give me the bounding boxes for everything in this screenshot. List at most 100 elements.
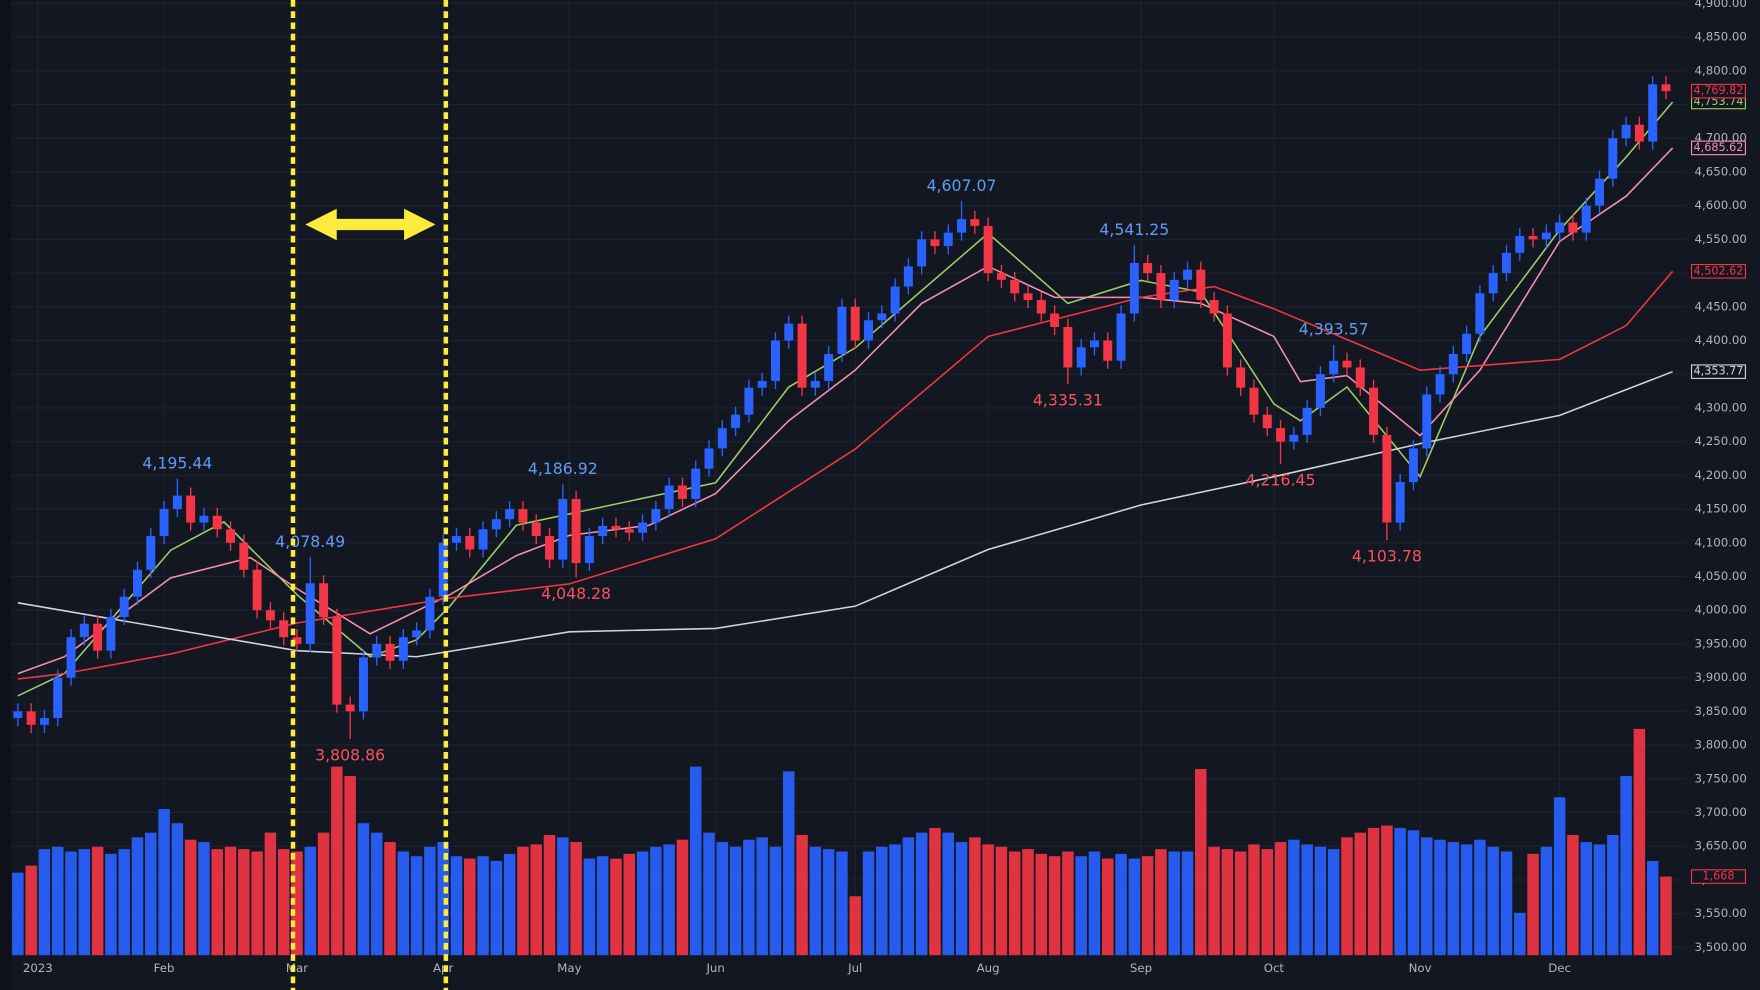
candle-body: [1501, 252, 1511, 274]
volume-bar: [676, 839, 689, 956]
candle-body: [1023, 293, 1033, 301]
volume-bar: [663, 844, 675, 956]
candle-body: [784, 323, 794, 341]
volume-bar: [1168, 851, 1180, 956]
candle-body: [1462, 333, 1472, 354]
candle-body: [372, 643, 382, 658]
volume-bar: [929, 827, 941, 956]
axis-layer: 3,500.003,550.003,600.003,650.003,700.00…: [23, 0, 1747, 975]
x-tick-label: Feb: [154, 961, 175, 975]
volume-bar: [1434, 839, 1446, 956]
volume-bar: [304, 846, 317, 956]
price-last-tag: 4,769.82: [1693, 84, 1743, 97]
y-tick-label: 3,650.00: [1695, 839, 1747, 853]
candle-body: [13, 711, 23, 719]
candle-body: [438, 542, 448, 597]
candle-body: [638, 522, 648, 533]
volume-bar: [1155, 849, 1167, 956]
volume-bar: [822, 849, 835, 956]
y-tick-label: 4,900.00: [1695, 0, 1747, 10]
volume-bar: [543, 834, 556, 956]
volume-bar: [636, 851, 649, 956]
volume-bar: [650, 846, 662, 956]
candle-body: [319, 583, 329, 617]
volume-bar: [1447, 842, 1460, 956]
volume-bar: [12, 872, 24, 956]
candle-body: [491, 519, 501, 530]
candle-body: [624, 529, 634, 533]
candle-body: [770, 340, 780, 381]
volume-bar: [1075, 856, 1087, 956]
y-tick-label: 4,200.00: [1695, 468, 1747, 482]
extreme-label: 4,607.07: [927, 176, 997, 195]
volume-bar: [769, 846, 782, 956]
y-tick-label: 4,850.00: [1695, 30, 1747, 44]
candle-body: [79, 623, 89, 638]
candle-body: [545, 536, 555, 560]
x-tick-label: Aug: [977, 961, 1000, 975]
candle-body: [850, 306, 860, 341]
candle-body: [744, 387, 754, 415]
ma-last-tag: 4,353.77: [1693, 365, 1743, 378]
x-tick-label: May: [557, 961, 581, 975]
volume-bar: [251, 851, 263, 956]
highlight-layer: [290, 0, 449, 990]
volume-bar: [596, 856, 609, 956]
volume-bar: [743, 839, 755, 956]
volume-bar: [610, 858, 622, 956]
volume-bar: [1633, 728, 1646, 956]
candle-body: [531, 522, 541, 537]
moving-average-line: [17, 370, 1673, 658]
candle-body: [890, 286, 900, 314]
volume-bar: [38, 849, 51, 956]
volume-bar: [477, 856, 489, 956]
volume-bar: [902, 837, 915, 956]
volume-bar: [1301, 844, 1313, 956]
candle-body: [133, 569, 142, 597]
candle-body: [1515, 235, 1525, 253]
volume-bar: [1048, 856, 1061, 956]
volume-bar: [703, 832, 715, 956]
price-last-tag-box: [1690, 83, 1746, 99]
candle-body: [1209, 300, 1219, 314]
volume-bar: [503, 853, 516, 956]
volume-bar: [224, 846, 237, 956]
candle-body: [239, 542, 249, 570]
y-tick-label: 4,600.00: [1695, 198, 1747, 212]
volume-bar: [849, 896, 861, 956]
volume-bar: [982, 844, 994, 956]
volume-bar: [490, 860, 503, 956]
candle-body: [864, 320, 873, 341]
y-tick-label: 3,500.00: [1695, 940, 1747, 954]
extreme-label: 4,078.49: [275, 532, 345, 551]
candle-body: [106, 616, 116, 651]
candle-body: [1621, 124, 1631, 139]
candle-body: [1369, 387, 1379, 435]
volume-bar: [1593, 844, 1606, 956]
ma-last-tag-box: [1690, 364, 1746, 379]
x-tick-label: Oct: [1264, 961, 1285, 975]
volume-last-tag-box: [1690, 869, 1746, 884]
volume-bar: [1234, 851, 1247, 956]
volume-bar: [716, 842, 729, 956]
extreme-label: 4,393.57: [1299, 320, 1369, 339]
volume-bar: [1567, 834, 1579, 956]
candle-body: [651, 509, 661, 523]
volume-bar: [105, 853, 117, 956]
volume-bar: [1620, 776, 1632, 956]
candle-body: [1541, 232, 1551, 240]
candle-body: [1581, 205, 1591, 233]
volume-bar: [238, 849, 250, 956]
candle-body: [279, 620, 289, 638]
x-tick-label: Nov: [1409, 961, 1432, 975]
candle-body: [1648, 84, 1658, 142]
candle-body: [1595, 178, 1605, 206]
volume-bar: [277, 849, 290, 956]
y-tick-label: 3,800.00: [1695, 738, 1747, 752]
candle-body: [26, 711, 36, 725]
y-tick-label: 3,900.00: [1695, 670, 1747, 684]
x-tick-label: Jun: [705, 961, 724, 975]
y-tick-label: 4,550.00: [1695, 232, 1747, 246]
candle-body: [996, 273, 1006, 280]
